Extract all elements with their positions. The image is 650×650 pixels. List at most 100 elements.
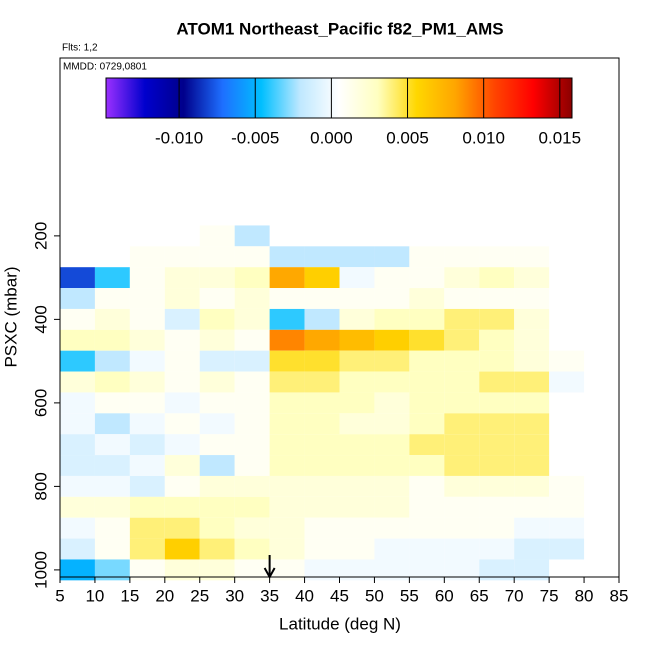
x-axis-label: Latitude (deg N) <box>279 614 401 633</box>
x-tick-label: 5 <box>55 586 64 605</box>
heatmap-cell <box>304 392 340 414</box>
heatmap-cell <box>60 267 95 289</box>
heatmap-cell <box>549 371 585 393</box>
heatmap-cell <box>199 475 235 497</box>
heatmap-cell <box>94 413 130 435</box>
heatmap-cell <box>304 434 340 456</box>
heatmap-cell <box>479 538 515 560</box>
heatmap-cell <box>409 350 445 372</box>
heatmap-cell <box>339 538 375 560</box>
heatmap-cell <box>60 308 95 330</box>
heatmap-cell <box>164 246 200 268</box>
heatmap-cell <box>444 371 480 393</box>
heatmap-cell <box>514 329 550 351</box>
heatmap-cell <box>409 538 445 560</box>
heatmap-cell <box>514 350 550 372</box>
heatmap-cell <box>164 371 200 393</box>
heatmap-cell <box>199 559 235 581</box>
heatmap-cell <box>304 371 340 393</box>
heatmap-cell <box>164 308 200 330</box>
heatmap-cell <box>444 517 480 539</box>
heatmap-cell <box>164 434 200 456</box>
heatmap-cell <box>129 434 165 456</box>
heatmap-cell <box>129 267 165 289</box>
heatmap-cell <box>409 392 445 414</box>
heatmap-cell <box>164 329 200 351</box>
heatmap-cell <box>269 559 305 581</box>
heatmap-cell <box>269 288 305 309</box>
heatmap-cell <box>129 413 165 435</box>
heatmap-cell <box>304 329 340 351</box>
heatmap-cell <box>234 496 270 518</box>
heatmap-cell <box>514 413 550 435</box>
heatmap-cell <box>444 496 480 518</box>
heatmap-cell <box>199 371 235 393</box>
heatmap-cell <box>199 538 235 560</box>
x-tick-label: 85 <box>610 586 629 605</box>
heatmap-cell <box>339 288 375 309</box>
heatmap-cell <box>549 475 585 497</box>
heatmap-cell <box>339 559 375 581</box>
heatmap-cell <box>514 496 550 518</box>
heatmap-cell <box>339 350 375 372</box>
heatmap-cell <box>60 475 95 497</box>
heatmap-cell <box>339 246 375 268</box>
heatmap-cell <box>234 288 270 309</box>
heatmap-cell <box>409 371 445 393</box>
heatmap-cell <box>60 371 95 393</box>
heatmap-cell <box>269 434 305 456</box>
heatmap-cell <box>304 413 340 435</box>
heatmap-cell <box>374 246 410 268</box>
heatmap-cell <box>269 246 305 268</box>
colorbar-tick-label: -0.010 <box>155 128 203 147</box>
heatmap-cell <box>234 413 270 435</box>
heatmap-cell <box>199 246 235 268</box>
heatmap-cell <box>269 538 305 560</box>
heatmap-cell <box>444 329 480 351</box>
heatmap-cell <box>199 308 235 330</box>
x-tick-label: 25 <box>190 586 209 605</box>
x-tick-label: 45 <box>330 586 349 605</box>
colorbar <box>105 77 573 119</box>
heatmap-cell <box>479 350 515 372</box>
heatmap-cell <box>339 475 375 497</box>
heatmap-cell <box>199 288 235 309</box>
heatmap-cell <box>269 267 305 289</box>
heatmap-cell <box>409 475 445 497</box>
heatmap-cell <box>164 517 200 539</box>
heatmap-cell <box>374 538 410 560</box>
heatmap-cell <box>234 455 270 476</box>
heatmap-cell <box>304 350 340 372</box>
heatmap-cell <box>94 538 130 560</box>
heatmap-cell <box>514 538 550 560</box>
heatmap-cell <box>164 559 200 581</box>
heatmap-cell <box>479 308 515 330</box>
heatmap-cell <box>129 496 165 518</box>
heatmap-cell <box>339 392 375 414</box>
heatmap-cell <box>409 559 445 581</box>
heatmap-cell <box>60 455 95 476</box>
heatmap-cell <box>374 517 410 539</box>
heatmap-cell <box>60 434 95 456</box>
heatmap-cell <box>129 392 165 414</box>
heatmap-cell <box>514 371 550 393</box>
heatmap-cell <box>129 455 165 476</box>
heatmap-cell <box>444 288 480 309</box>
heatmap-cell <box>479 517 515 539</box>
heatmap-cell <box>234 246 270 268</box>
heatmap-cell <box>374 329 410 351</box>
heatmap-cell <box>444 455 480 476</box>
heatmap-cell <box>234 434 270 456</box>
heatmap-cell <box>339 455 375 476</box>
heatmap-cell <box>234 392 270 414</box>
heatmap-cell <box>129 288 165 309</box>
heatmap-cell <box>444 559 480 581</box>
heatmap-cell <box>374 267 410 289</box>
heatmap-cell <box>374 455 410 476</box>
heatmap-cell <box>514 392 550 414</box>
y-axis-label: PSXC (mbar) <box>1 266 20 367</box>
heatmap-cell <box>409 329 445 351</box>
dates-label: MMDD: 0729,0801 <box>63 62 147 73</box>
heatmap-cell <box>374 496 410 518</box>
heatmap-cell <box>374 434 410 456</box>
